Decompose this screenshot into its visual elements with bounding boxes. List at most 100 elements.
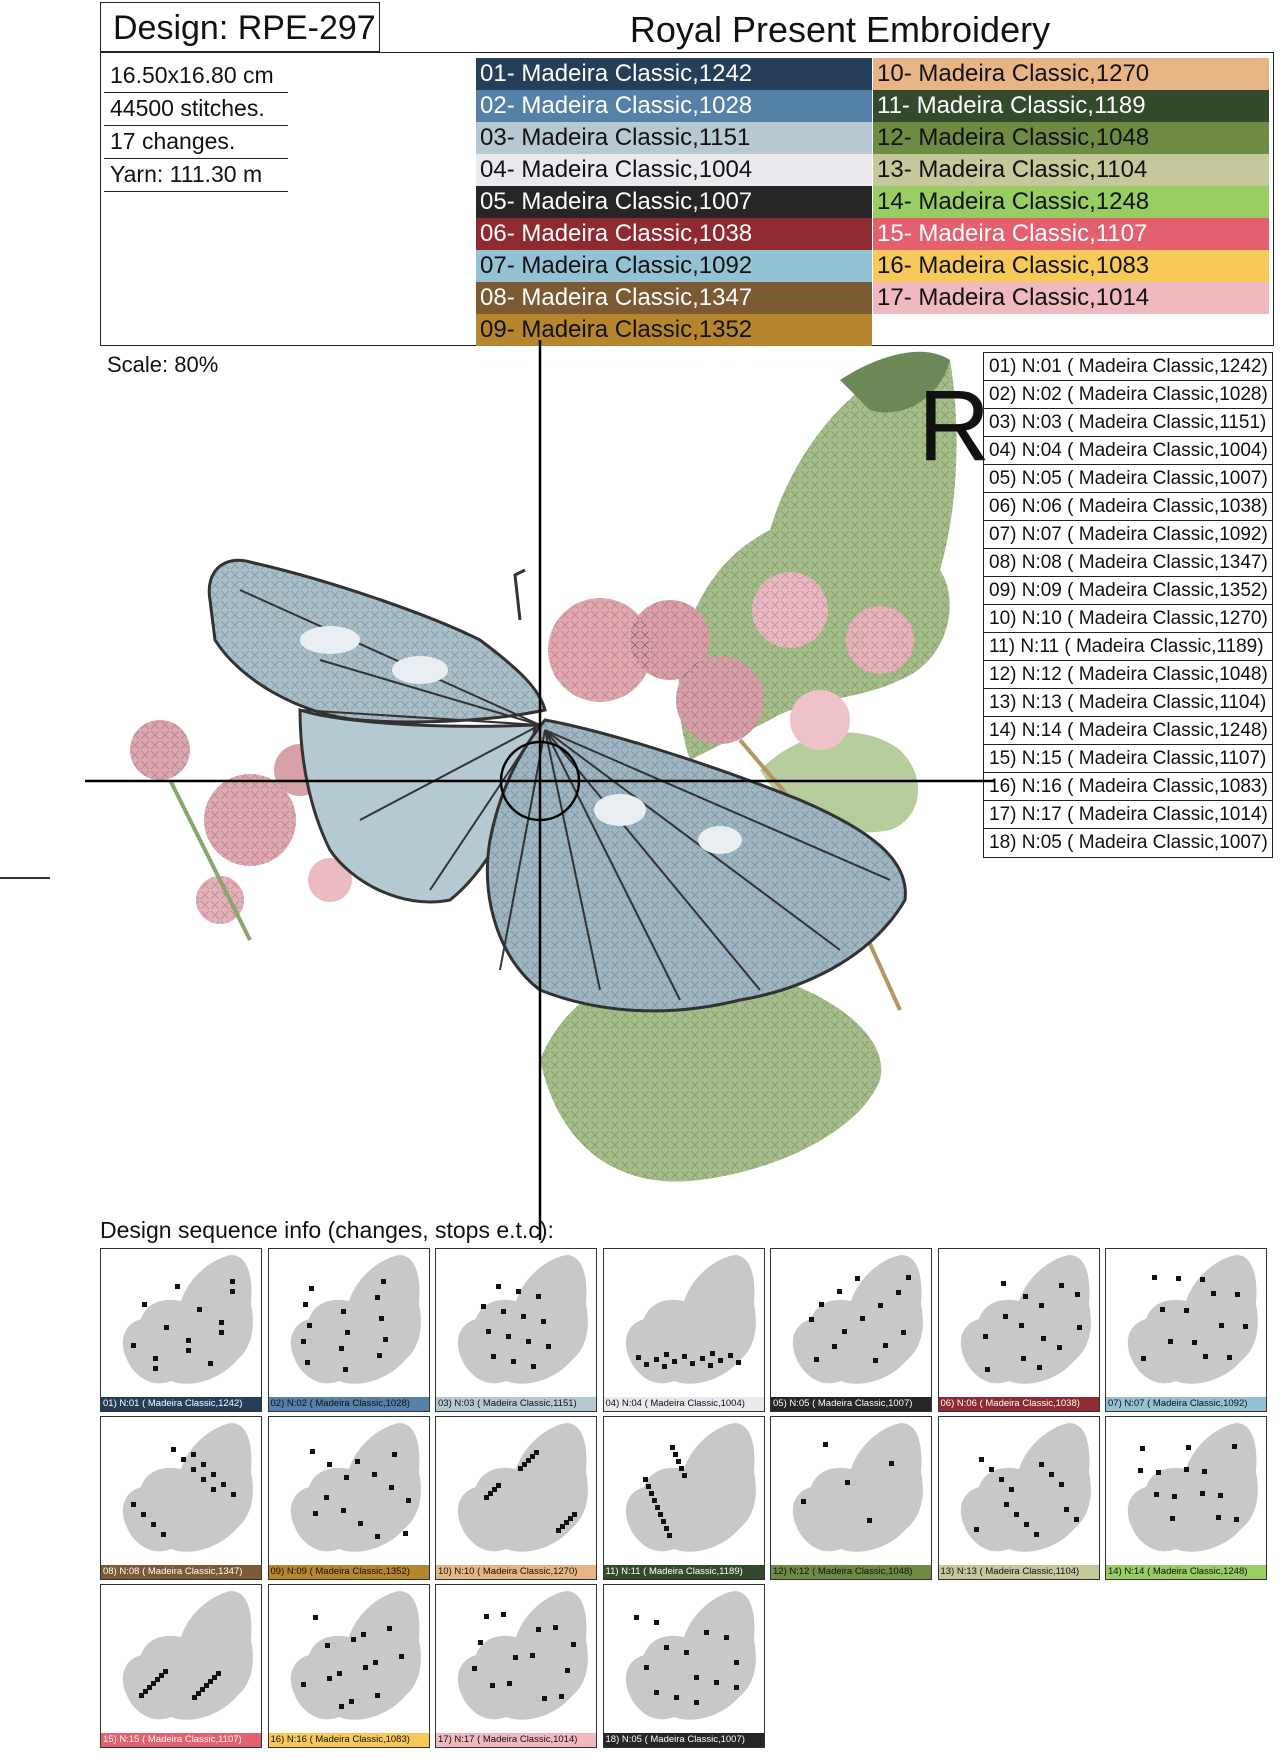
color-changes: 17 changes. [104,126,288,159]
thumbnail-label: 05) N:05 ( Madeira Classic,1007) [771,1397,931,1411]
sequence-thumbnail: 10) N:10 ( Madeira Classic,1270) [435,1416,597,1580]
sequence-row: 10) N:10 ( Madeira Classic,1270) [984,605,1272,633]
color-swatch: 02- Madeira Classic,1028 [476,90,872,122]
sequence-thumbnail: 02) N:02 ( Madeira Classic,1028) [267,1248,430,1412]
sequence-thumbnail: 05) N:05 ( Madeira Classic,1007) [770,1248,932,1412]
registration-mark: R [918,370,991,482]
color-swatch: 08- Madeira Classic,1347 [476,282,872,314]
color-swatch: 13- Madeira Classic,1104 [873,154,1269,186]
thumbnail-label: 09) N:09 ( Madeira Classic,1352) [268,1565,429,1579]
sequence-thumbnail: 11) N:11 ( Madeira Classic,1189) [602,1416,765,1580]
color-swatch: 03- Madeira Classic,1151 [476,122,872,154]
sequence-thumbnail: 08) N:08 ( Madeira Classic,1347) [100,1416,262,1580]
sequence-row: 16) N:16 ( Madeira Classic,1083) [984,773,1272,801]
thumbnail-preview [290,1591,421,1720]
color-swatch: 05- Madeira Classic,1007 [476,186,872,218]
sequence-row: 15) N:15 ( Madeira Classic,1107) [984,745,1272,773]
needle-sequence-list: 01) N:01 ( Madeira Classic,1242) 02) N:02… [983,352,1273,858]
sequence-thumbnail: 06) N:06 ( Madeira Classic,1038) [937,1248,1100,1412]
sequence-row: 12) N:12 ( Madeira Classic,1048) [984,661,1272,689]
color-swatch: 15- Madeira Classic,1107 [873,218,1269,250]
thumbnail-label: 04) N:04 ( Madeira Classic,1004) [603,1397,764,1411]
thumbnail-preview [122,1591,253,1720]
sequence-row: 09) N:09 ( Madeira Classic,1352) [984,577,1272,605]
color-swatch: 01- Madeira Classic,1242 [476,58,872,90]
sequence-row: 07) N:07 ( Madeira Classic,1092) [984,521,1272,549]
thumbnail-preview [792,1423,923,1552]
design-info: 16.50x16.80 cm 44500 stitches. 17 change… [104,60,488,192]
color-swatch: 10- Madeira Classic,1270 [873,58,1269,90]
thumbnail-label: 02) N:02 ( Madeira Classic,1028) [268,1397,429,1411]
sequence-row: 04) N:04 ( Madeira Classic,1004) [984,437,1272,465]
sequence-row: 02) N:02 ( Madeira Classic,1028) [984,381,1272,409]
thumbnail-label: 06) N:06 ( Madeira Classic,1038) [938,1397,1099,1411]
sequence-title: Design sequence info (changes, stops e.t… [100,1217,554,1243]
thumbnail-preview [960,1255,1091,1384]
thumbnail-preview [290,1423,421,1552]
thumbnail-label: 14) N:14 ( Madeira Classic,1248) [1106,1565,1266,1579]
sequence-thumbnail: 01) N:01 ( Madeira Classic,1242) [100,1248,262,1412]
sequence-row: 08) N:08 ( Madeira Classic,1347) [984,549,1272,577]
thumbnail-label: 12) N:12 ( Madeira Classic,1048) [771,1565,931,1579]
sequence-thumbnail: 09) N:09 ( Madeira Classic,1352) [267,1416,430,1580]
color-swatch: 17- Madeira Classic,1014 [873,282,1269,314]
edge-tick-mark [0,877,50,879]
sequence-row: 17) N:17 ( Madeira Classic,1014) [984,801,1272,829]
thumbnail-label: 15) N:15 ( Madeira Classic,1107) [101,1733,261,1747]
thumbnail-preview [960,1423,1091,1552]
thumbnail-preview [625,1255,756,1384]
sequence-thumbnail: 15) N:15 ( Madeira Classic,1107) [100,1584,262,1748]
color-swatch: 07- Madeira Classic,1092 [476,250,872,282]
thumbnail-label: 03) N:03 ( Madeira Classic,1151) [436,1397,596,1411]
dimensions: 16.50x16.80 cm [104,60,288,93]
sequence-row: 18) N:05 ( Madeira Classic,1007) [989,832,1268,853]
thumbnail-preview [625,1423,756,1552]
thumbnail-label: 11) N:11 ( Madeira Classic,1189) [603,1565,764,1579]
sequence-thumbnail: 14) N:14 ( Madeira Classic,1248) [1105,1416,1267,1580]
flowers [130,572,914,1011]
thumbnail-label: 16) N:16 ( Madeira Classic,1083) [268,1733,429,1747]
thumbnail-preview [1127,1423,1258,1552]
sequence-thumbnail: 03) N:03 ( Madeira Classic,1151) [435,1248,597,1412]
sequence-thumbnail: 12) N:12 ( Madeira Classic,1048) [770,1416,932,1580]
color-swatch: 16- Madeira Classic,1083 [873,250,1269,282]
scale-label: Scale: 80% [107,352,219,377]
color-chart-right: 10- Madeira Classic,1270 11- Madeira Clas… [873,58,1269,314]
thumbnail-label: 18) N:05 ( Madeira Classic,1007) [603,1733,764,1747]
sequence-thumbnail: 04) N:04 ( Madeira Classic,1004) [602,1248,765,1412]
design-title: Design: RPE-297 [100,2,380,52]
color-swatch: 04- Madeira Classic,1004 [476,154,872,186]
color-chart-left: 01- Madeira Classic,1242 02- Madeira Clas… [476,58,872,346]
sequence-thumbnail: 18) N:05 ( Madeira Classic,1007) [602,1584,765,1748]
thumbnail-preview [457,1255,588,1384]
sequence-row: 01) N:01 ( Madeira Classic,1242) [984,353,1272,381]
thumbnail-label: 13) N:13 ( Madeira Classic,1104) [938,1565,1099,1579]
color-swatch: 06- Madeira Classic,1038 [476,218,872,250]
yarn-length: Yarn: 111.30 m [104,159,288,192]
brand-title: Royal Present Embroidery [629,9,1051,50]
embroidery-preview [85,340,995,1240]
thumbnail-preview [122,1423,253,1552]
sequence-row: 13) N:13 ( Madeira Classic,1104) [984,689,1272,717]
thumbnail-label: 01) N:01 ( Madeira Classic,1242) [101,1397,261,1411]
thumbnail-preview [457,1591,588,1720]
thumbnail-preview [1127,1255,1258,1384]
sequence-row: 05) N:05 ( Madeira Classic,1007) [984,465,1272,493]
thumbnail-label: 17) N:17 ( Madeira Classic,1014) [436,1733,596,1747]
thumbnail-label: 08) N:08 ( Madeira Classic,1347) [101,1565,261,1579]
thumbnail-preview [290,1255,421,1384]
thumbnail-preview [457,1423,588,1552]
thumbnail-label: 07) N:07 ( Madeira Classic,1092) [1106,1397,1266,1411]
color-swatch: 11- Madeira Classic,1189 [873,90,1269,122]
butterfly [207,558,907,1013]
color-swatch: 14- Madeira Classic,1248 [873,186,1269,218]
sequence-row: 06) N:06 ( Madeira Classic,1038) [984,493,1272,521]
sequence-row: 03) N:03 ( Madeira Classic,1151) [984,409,1272,437]
sequence-thumbnail: 17) N:17 ( Madeira Classic,1014) [435,1584,597,1748]
sequence-thumbnail: 13) N:13 ( Madeira Classic,1104) [937,1416,1100,1580]
center-crosshair [85,340,995,1240]
color-swatch: 12- Madeira Classic,1048 [873,122,1269,154]
stitch-count: 44500 stitches. [104,93,288,126]
thumbnail-preview [625,1591,756,1720]
thumbnail-label: 10) N:10 ( Madeira Classic,1270) [436,1565,596,1579]
